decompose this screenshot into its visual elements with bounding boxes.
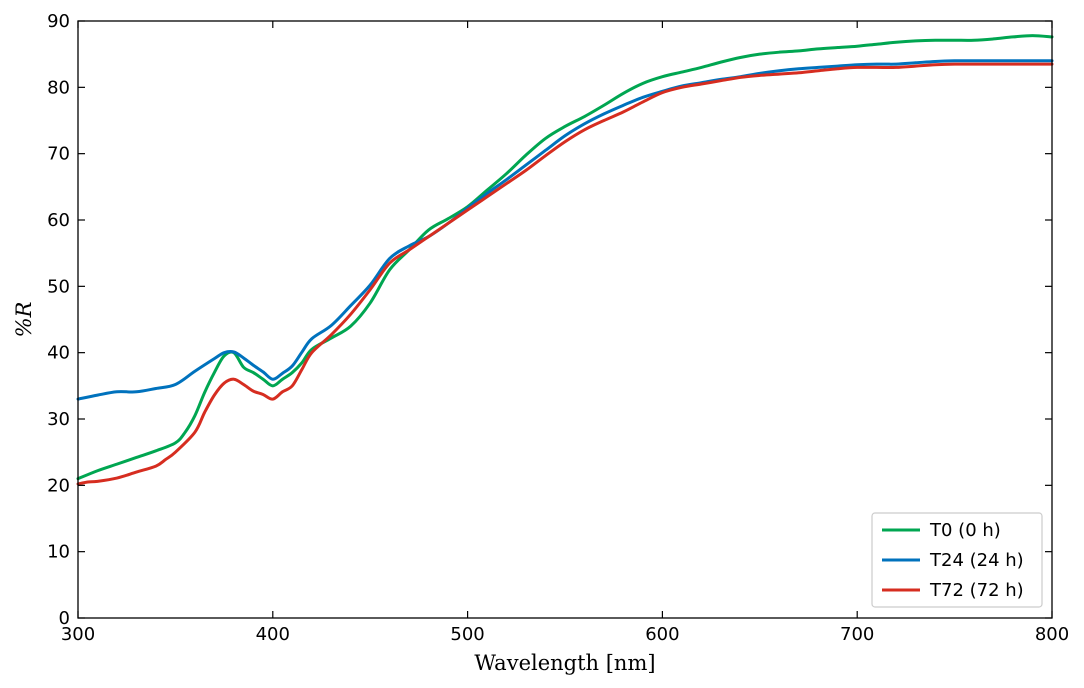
- x-tick-label: 400: [256, 624, 290, 645]
- legend-label-0: T0 (0 h): [929, 520, 1001, 541]
- legend-label-2: T72 (72 h): [929, 580, 1024, 601]
- y-tick-label: 50: [47, 276, 70, 297]
- y-tick-label: 20: [47, 475, 70, 496]
- series-line-0: [76, 34, 1054, 481]
- x-tick-label: 700: [840, 624, 874, 645]
- y-tick-label: 40: [47, 343, 70, 364]
- plot-frame: [77, 20, 1053, 619]
- x-tick-label: 300: [61, 624, 95, 645]
- y-tick-label: 80: [47, 77, 70, 98]
- series-layer: [76, 34, 1054, 486]
- series-line-2: [76, 62, 1054, 486]
- legend: T0 (0 h) T24 (24 h) T72 (72 h): [871, 512, 1043, 608]
- y-tick-label: 0: [59, 608, 70, 629]
- y-tick-label: 60: [47, 210, 70, 231]
- y-tick-label: 90: [47, 11, 70, 32]
- x-tick-label: 800: [1035, 624, 1069, 645]
- x-tick-label: 500: [450, 624, 484, 645]
- series-line-1: [76, 59, 1054, 401]
- y-tick-label: 30: [47, 409, 70, 430]
- tick-layer: 300 400 500 600 700 800 0 10 20 30 40 50 60 70 80 90: [47, 11, 1069, 645]
- y-tick-label: 70: [47, 144, 70, 165]
- legend-label-1: T24 (24 h): [929, 550, 1024, 571]
- y-tick-label: 10: [47, 542, 70, 563]
- x-tick-label: 600: [645, 624, 679, 645]
- y-axis-title: %R: [12, 301, 36, 337]
- x-axis-title: Wavelength [nm]: [474, 651, 655, 675]
- legend-box: [871, 512, 1043, 608]
